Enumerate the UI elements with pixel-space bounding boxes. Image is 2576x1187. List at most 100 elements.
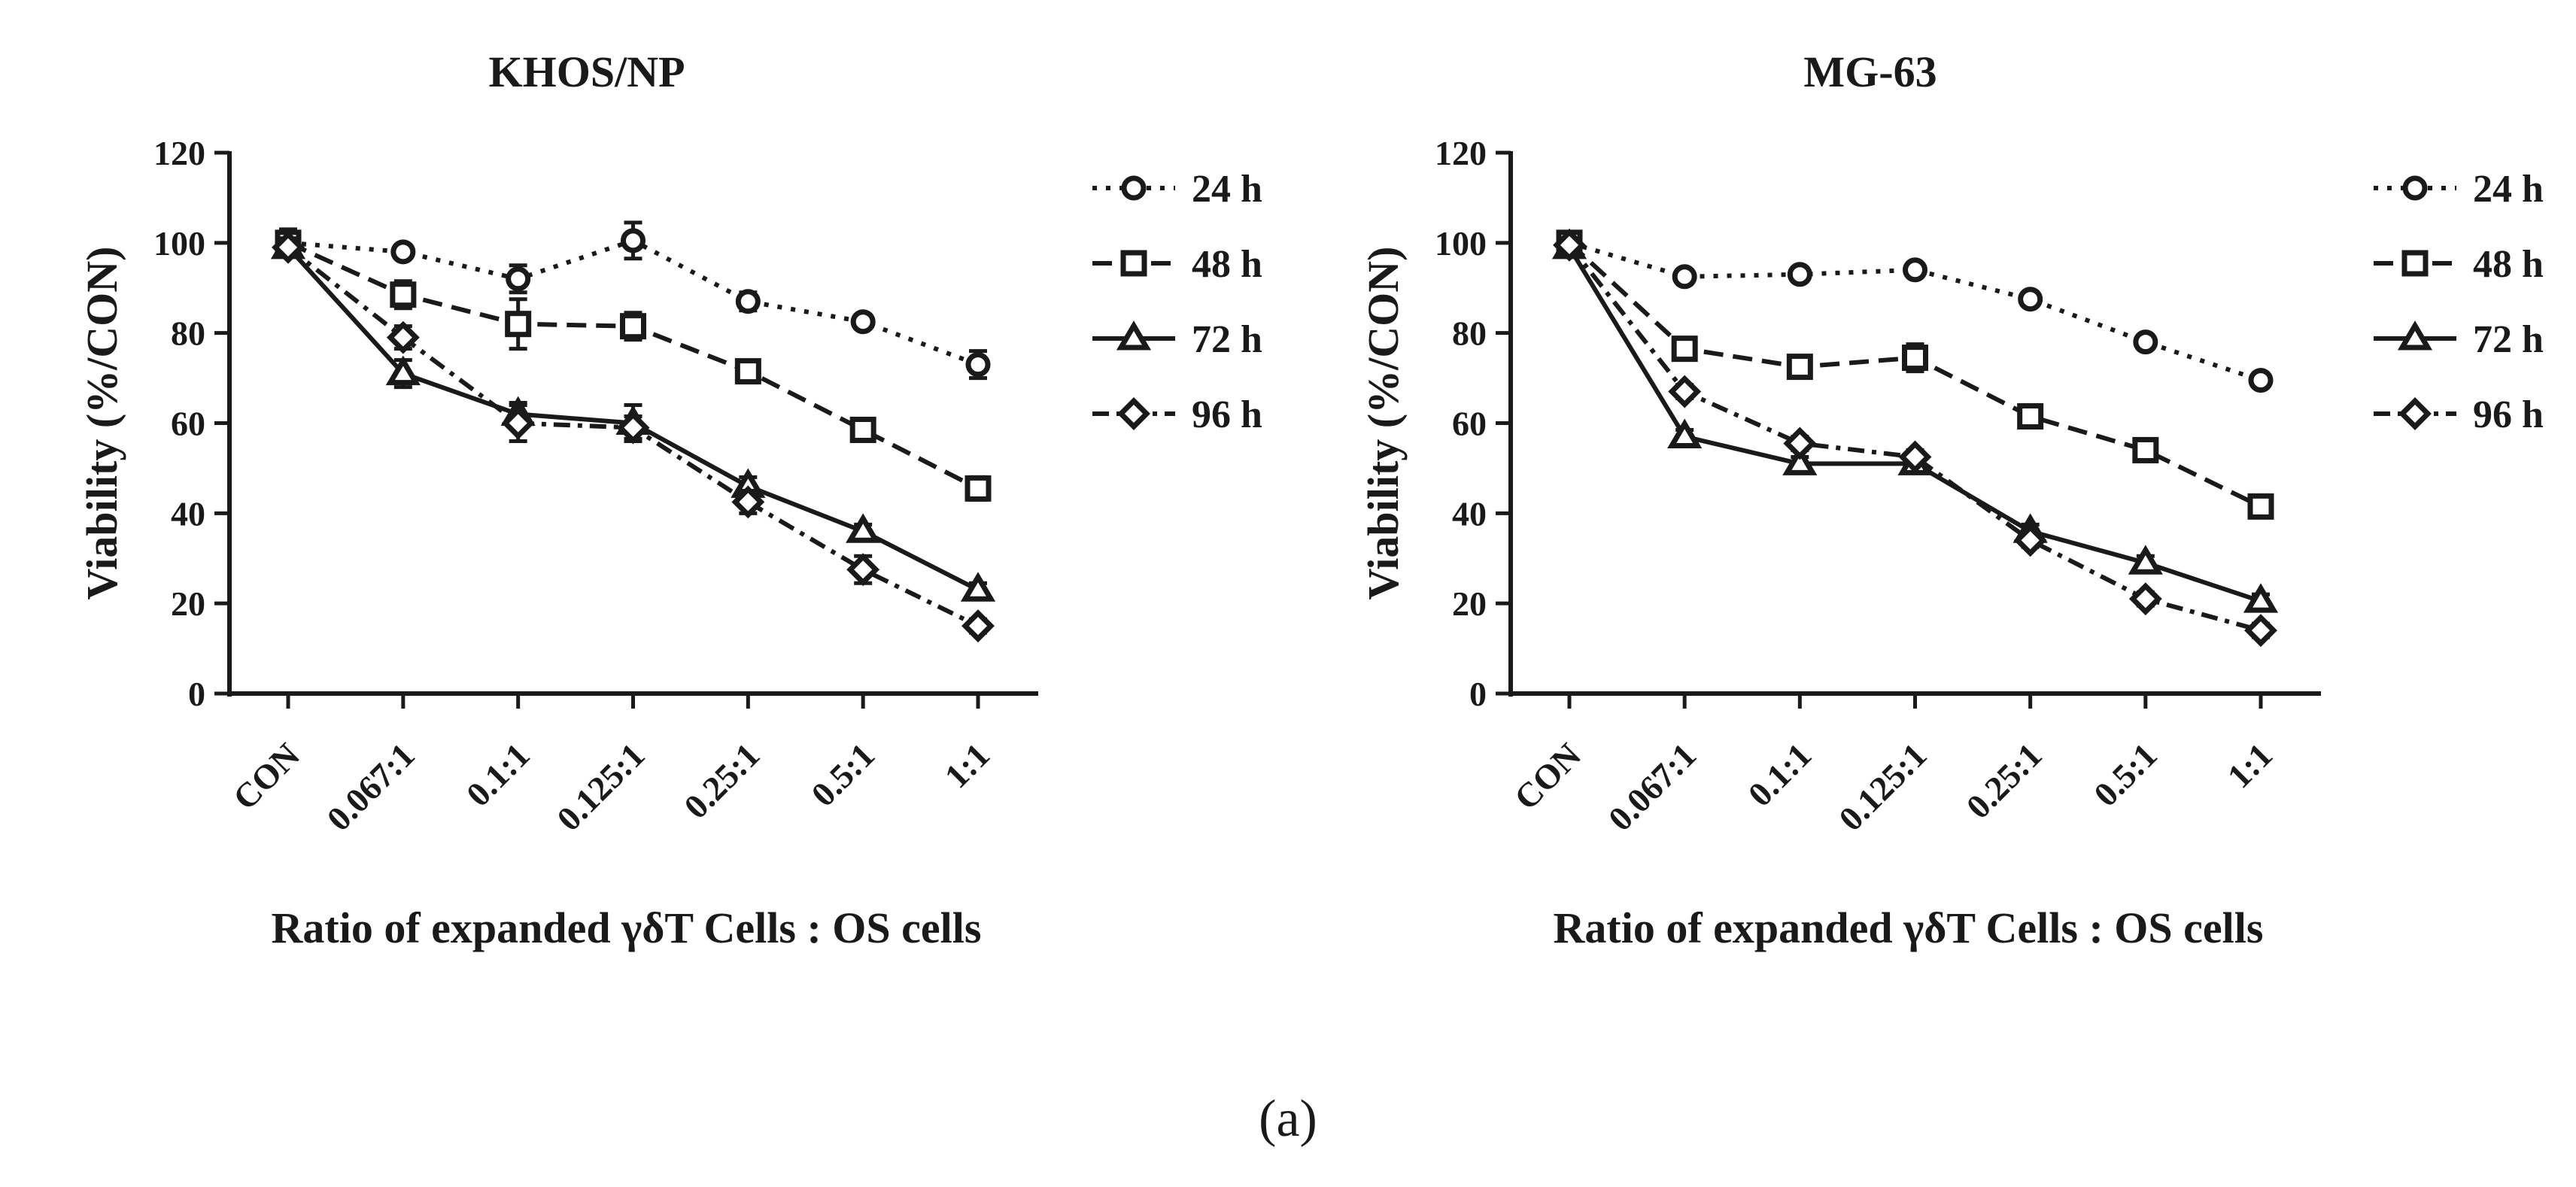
legend-label: 48 h	[2473, 243, 2544, 286]
data-point	[2013, 524, 2047, 557]
data-point	[385, 355, 421, 386]
x-tick-label: 1:1	[2220, 736, 2280, 795]
data-point	[2128, 582, 2162, 616]
y-tick-label: 100	[1435, 224, 1487, 263]
data-point	[501, 406, 535, 440]
y-tick-label: 120	[1435, 134, 1487, 172]
legend-marker	[1117, 397, 1150, 430]
x-tick-label: CON	[226, 736, 307, 817]
legend-label: 72 h	[2473, 318, 2544, 361]
x-axis-label: Ratio of expanded γδT Cells : OS cells	[272, 903, 982, 952]
data-point	[505, 311, 532, 338]
x-tick-label: 0.5:1	[803, 736, 882, 814]
data-point	[390, 239, 416, 265]
legend-marker	[2402, 175, 2428, 201]
data-point	[2244, 614, 2277, 648]
y-tick-label: 0	[188, 675, 205, 713]
x-tick-label: 0.25:1	[676, 736, 767, 826]
data-point	[1672, 264, 1697, 290]
data-point	[1787, 262, 1812, 287]
legend-marker	[1116, 320, 1152, 351]
legend-label: 72 h	[1192, 318, 1262, 361]
chart-title: MG-63	[1803, 47, 1937, 96]
data-point	[1783, 427, 1817, 460]
data-point	[1553, 228, 1586, 262]
data-point	[616, 411, 650, 445]
data-point	[1668, 375, 1702, 408]
data-point	[1898, 440, 1932, 474]
y-tick-label: 60	[171, 405, 205, 443]
series-72-h	[1551, 229, 2279, 613]
data-point	[620, 313, 646, 340]
x-axis-label: Ratio of expanded γδT Cells : OS cells	[1554, 903, 2264, 952]
data-point	[735, 289, 761, 314]
data-point	[849, 416, 876, 443]
data-point	[1902, 345, 1928, 372]
y-tick-label: 40	[1452, 494, 1487, 533]
data-point	[2132, 436, 2159, 463]
data-point	[964, 475, 992, 502]
series-line	[1567, 246, 2262, 604]
data-point	[846, 513, 881, 543]
chart-title: KHOS/NP	[488, 47, 685, 96]
legend: 24 h 48 h 72 h 96 h	[2374, 168, 2544, 436]
x-tick-label: 0.125:1	[1831, 736, 1934, 838]
y-tick-label: 120	[153, 134, 205, 172]
legend-label: 96 h	[1192, 393, 1262, 436]
data-point	[2128, 545, 2163, 575]
data-point	[1667, 418, 1703, 448]
series-48-h	[275, 227, 992, 502]
y-tick-label: 40	[171, 494, 205, 533]
data-point	[390, 281, 417, 308]
legend-marker	[1120, 250, 1147, 277]
data-point	[961, 609, 995, 643]
chart-mg-63: MG-63 0 20 40 60 80 100 120 CON 0.067:1 0.1:1 0.125…	[1359, 47, 2544, 952]
series-line	[287, 241, 980, 491]
data-point	[386, 320, 420, 354]
legend-marker	[1121, 175, 1147, 201]
y-axis-label: Viability (%/CON)	[77, 247, 126, 600]
x-tick-label: 0.125:1	[549, 736, 652, 838]
data-point	[272, 230, 305, 264]
data-point	[2248, 368, 2274, 393]
legend-marker	[2397, 320, 2433, 351]
data-point	[734, 358, 761, 385]
data-point	[2133, 329, 2158, 355]
series-96-h	[1553, 228, 2277, 648]
y-tick-label: 80	[1452, 314, 1487, 353]
data-point	[850, 309, 876, 335]
series-96-h	[272, 230, 995, 643]
y-tick-label: 80	[171, 314, 205, 353]
legend-label: 24 h	[2473, 168, 2544, 211]
data-point	[621, 228, 646, 253]
data-point	[965, 352, 991, 378]
legend-label: 96 h	[2473, 393, 2544, 436]
x-tick-label: 0.067:1	[1601, 736, 1703, 838]
data-point	[1671, 335, 1698, 363]
data-point	[1782, 445, 1818, 475]
x-tick-label: 0.25:1	[1959, 736, 2049, 826]
legend-marker	[2398, 397, 2432, 430]
data-point	[1903, 257, 1927, 283]
x-tick-label: 0.1:1	[459, 736, 537, 814]
chart-khos-np: KHOS/NP 0 20 40 60 80 100 120 CON 0.067:1 0.1:1 0.1…	[77, 47, 1262, 952]
data-point	[2243, 583, 2279, 613]
figure-caption: (a)	[1259, 1090, 1317, 1148]
y-tick-label: 20	[1452, 584, 1487, 623]
legend-marker	[2401, 250, 2429, 277]
data-point	[2247, 493, 2274, 520]
y-tick-label: 0	[1469, 675, 1487, 713]
data-point	[846, 553, 880, 587]
legend-label: 48 h	[1192, 243, 1262, 286]
data-point	[731, 485, 765, 519]
legend-label: 24 h	[1192, 168, 1262, 211]
y-tick-label: 100	[153, 224, 205, 263]
data-point	[960, 572, 996, 602]
x-tick-label: 1:1	[937, 736, 997, 795]
x-tick-label: CON	[1507, 736, 1588, 817]
data-point	[1786, 354, 1813, 381]
y-tick-label: 60	[1452, 405, 1487, 443]
data-point	[2018, 287, 2043, 312]
x-tick-label: 0.067:1	[320, 736, 422, 838]
